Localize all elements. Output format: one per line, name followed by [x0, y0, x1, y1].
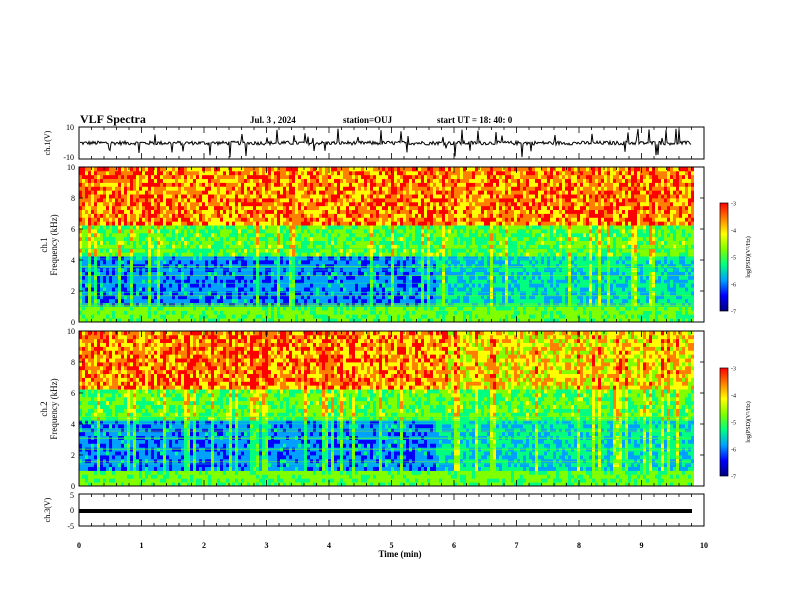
colorbar-tick-label: -4 — [731, 394, 736, 400]
colorbar-tick-label: -6 — [731, 448, 736, 454]
colorbar-tick-label: -5 — [731, 256, 736, 262]
start-time-label: start UT = 18: 40: 0 — [437, 115, 513, 125]
colorbar-tick-label: -4 — [731, 229, 736, 235]
spectrogram-ch2-image — [79, 331, 704, 486]
waveform-ch1-trace — [79, 128, 692, 158]
colorbar-tick-label: -5 — [731, 421, 736, 427]
time-axis-label: Time (min) — [378, 549, 421, 559]
spectrogram-ch2-ylabel-frequency: Frequency (kHz) — [49, 378, 59, 439]
station-label: station=OUJ — [343, 115, 393, 125]
ytick-label: 0 — [71, 318, 75, 327]
colorbar-ch1-bar — [719, 202, 729, 312]
panel-spectrogram-ch1: 0 2 4 6 8 10 ch.1 Frequency (kHz) — [39, 163, 705, 327]
colorbar-tick-label: -3 — [731, 202, 736, 208]
figure-title: VLF Spectra — [80, 112, 146, 126]
ytick-label: 6 — [71, 389, 75, 398]
xtick-label: 5 — [390, 541, 394, 550]
colorbar-ch1-label: log(PSD)(V²/Hz) — [745, 236, 752, 277]
ytick-label: 0 — [71, 482, 75, 491]
colorbar-ch2-bar — [719, 367, 729, 477]
time-axis-ticks — [78, 127, 705, 526]
waveform-ch1-ylabel: ch.1(V) — [43, 130, 52, 155]
colorbar-tick-label: -7 — [731, 310, 736, 316]
ytick-label: 6 — [71, 225, 75, 234]
xtick-label: 4 — [327, 541, 331, 550]
colorbar-tick-label: -7 — [731, 475, 736, 481]
xtick-label: 8 — [577, 541, 581, 550]
colorbar-tick-label: -3 — [731, 367, 736, 373]
xtick-label: 0 — [77, 541, 81, 550]
spectrogram-ch1-image — [79, 167, 704, 322]
ytick-label: 10 — [67, 327, 75, 336]
ytick-label: 4 — [71, 420, 75, 429]
panel-spectrogram-ch2: 0 2 4 6 8 10 ch.2 Frequency (kHz) — [39, 327, 705, 491]
waveform-ch3-ytick-bottom: -5 — [67, 522, 74, 531]
panel-waveform-ch1: 10 -10 ch.1(V) — [43, 123, 705, 162]
spectrogram-ch1-ylabel-frequency: Frequency (kHz) — [49, 214, 59, 275]
time-axis-tick-labels: 0 1 2 3 4 5 6 7 8 9 10 — [77, 541, 708, 550]
waveform-ch1-ytick-top: 10 — [66, 123, 74, 132]
colorbar-ch2-ticks: -3 -4 -5 -6 -7 — [731, 367, 736, 481]
panel-waveform-ch3: 5 0 -5 ch.3(V) — [43, 491, 705, 531]
waveform-ch3-trace — [79, 509, 692, 513]
waveform-ch1-ytick-bottom: -10 — [63, 153, 74, 162]
ytick-label: 2 — [71, 287, 75, 296]
xtick-label: 9 — [640, 541, 644, 550]
date-label: Jul. 3 , 2024 — [250, 115, 296, 125]
colorbar-ch2: -3 -4 -5 -6 -7 log(PSD)(V²/Hz) — [719, 367, 752, 481]
ytick-label: 8 — [71, 358, 75, 367]
xtick-label: 10 — [700, 541, 708, 550]
xtick-label: 6 — [452, 541, 456, 550]
spectrogram-ch1-yticks: 0 2 4 6 8 10 — [67, 163, 704, 327]
xtick-label: 7 — [515, 541, 519, 550]
colorbar-ch1-ticks: -3 -4 -5 -6 -7 — [731, 202, 736, 316]
colorbar-ch1: -3 -4 -5 -6 -7 log(PSD)(V²/Hz) — [719, 202, 752, 316]
spectrogram-ch2-yticks: 0 2 4 6 8 10 — [67, 327, 704, 491]
colorbar-ch2-label: log(PSD)(V²/Hz) — [745, 401, 752, 442]
ytick-label: 8 — [71, 194, 75, 203]
spectrogram-ch1-ylabel-channel: ch.1 — [39, 237, 49, 252]
colorbar-tick-label: -6 — [731, 283, 736, 289]
waveform-ch3-ytick-mid: 0 — [70, 506, 74, 515]
ytick-label: 4 — [71, 256, 75, 265]
ytick-label: 10 — [67, 163, 75, 172]
spectrogram-ch2-ylabel-channel: ch.2 — [39, 401, 49, 416]
xtick-label: 3 — [265, 541, 269, 550]
ytick-label: 2 — [71, 451, 75, 460]
xtick-label: 2 — [202, 541, 206, 550]
waveform-ch3-ytick-top: 5 — [70, 491, 74, 500]
waveform-ch3-ylabel: ch.3(V) — [43, 497, 52, 522]
xtick-label: 1 — [140, 541, 144, 550]
